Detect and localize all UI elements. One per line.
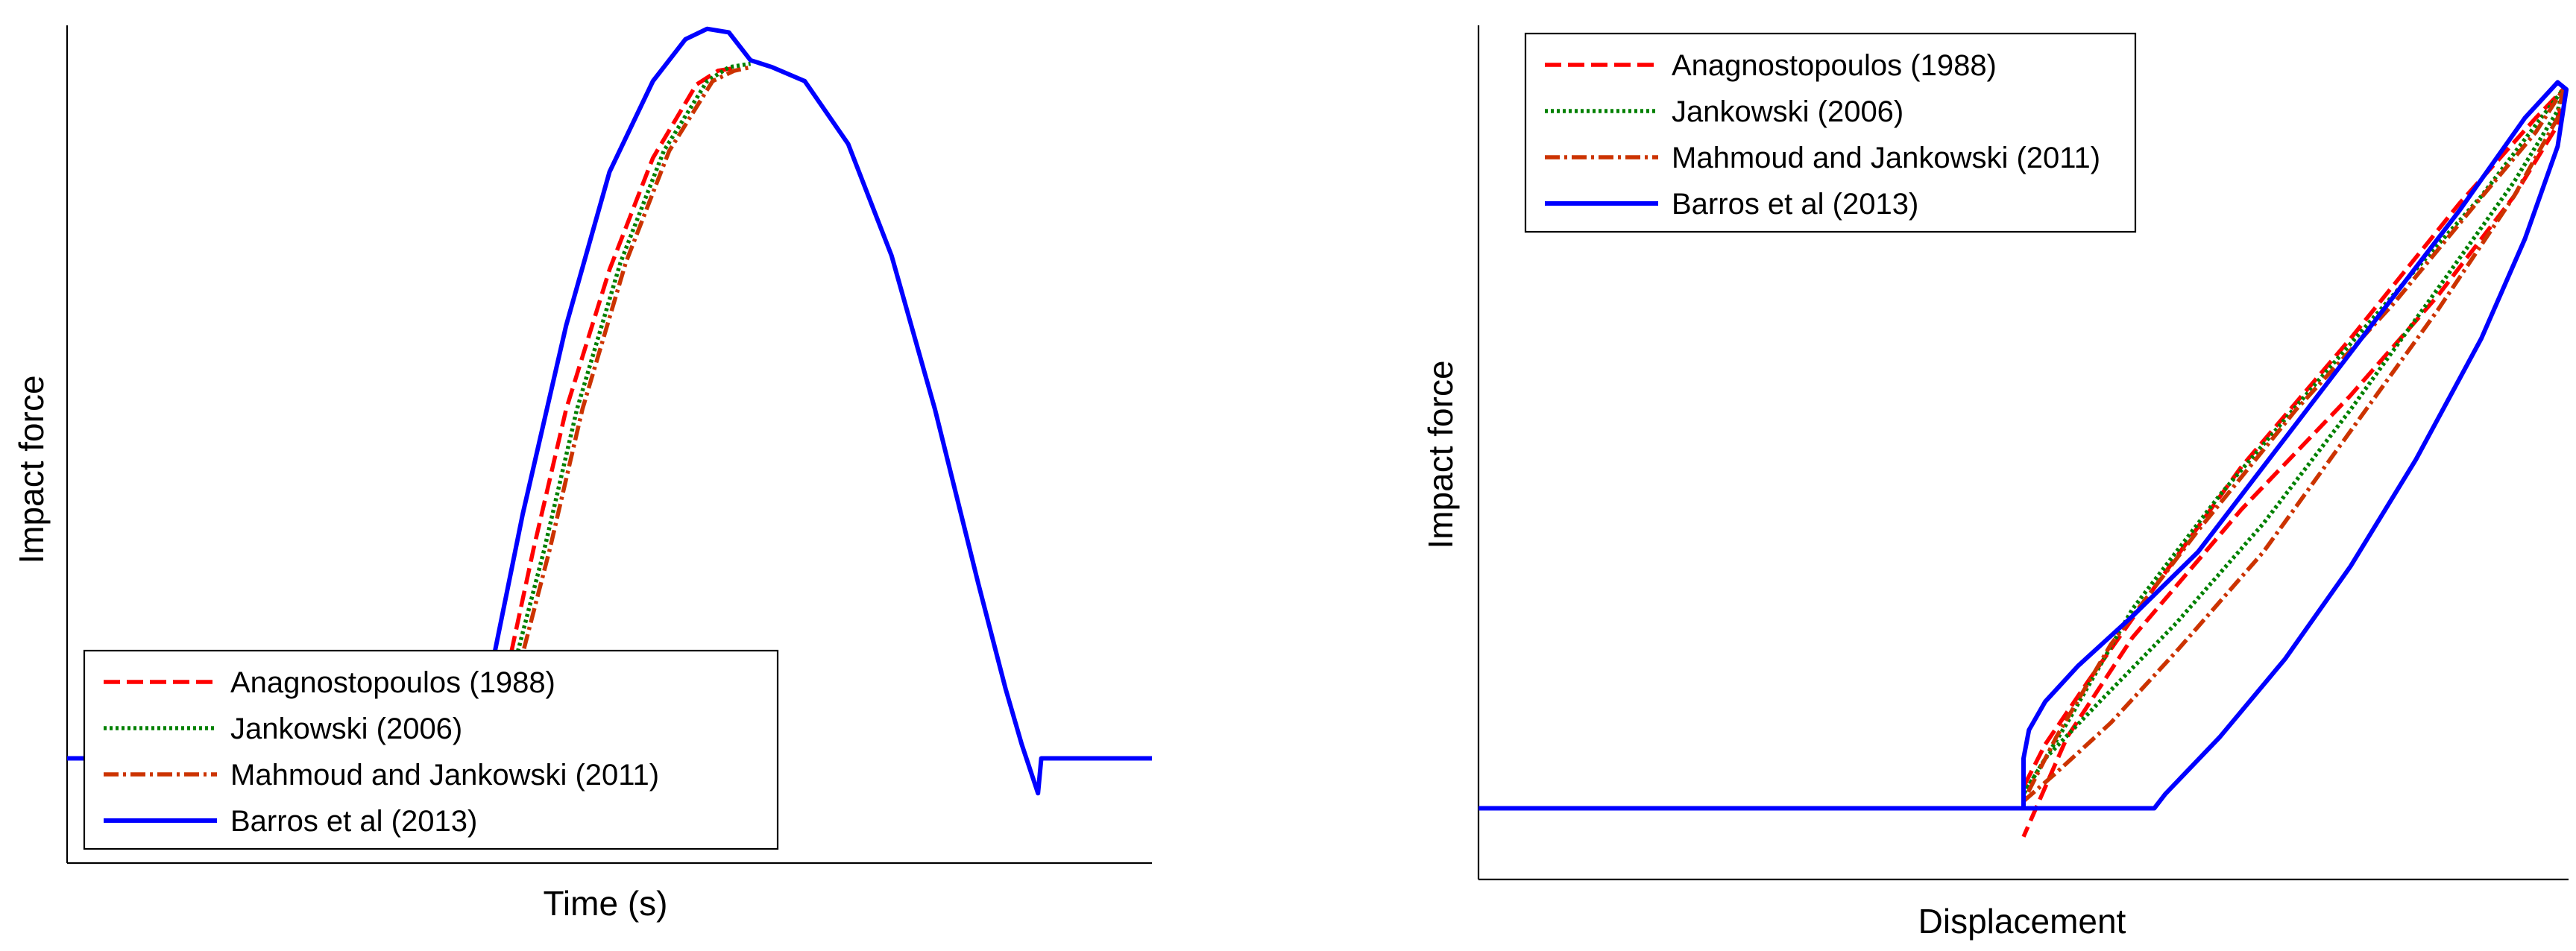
legend-label-0-0: Anagnostopoulos (1988) bbox=[230, 666, 555, 699]
legend-label-1-2: Mahmoud and Jankowski (2011) bbox=[1672, 142, 2100, 174]
chart-right: Displacement Impact force Anagnostopoulo… bbox=[1421, 25, 2569, 941]
legend-label-1-3: Barros et al (2013) bbox=[1672, 188, 1918, 221]
right-y-axis-label: Impact force bbox=[1421, 360, 1460, 549]
right-x-axis-label: Displacement bbox=[1918, 902, 2126, 941]
legend-label-0-2: Mahmoud and Jankowski (2011) bbox=[230, 759, 659, 792]
series-line-1-1 bbox=[2021, 87, 2566, 795]
series-line-1-0 bbox=[2021, 87, 2566, 838]
series-line-1-3 bbox=[1478, 80, 2569, 811]
legend-label-0-1: Jankowski (2006) bbox=[230, 713, 462, 745]
left-x-axis-label: Time (s) bbox=[544, 884, 668, 923]
right-legend: Anagnostopoulos (1988) Jankowski (2006) Ma… bbox=[1524, 32, 2137, 233]
series-line-0-1 bbox=[509, 61, 752, 675]
left-legend: Anagnostopoulos (1988) Jankowski (2006) Ma… bbox=[83, 649, 779, 850]
series-line-1-2 bbox=[2021, 87, 2566, 803]
series-line-0-0 bbox=[504, 65, 740, 675]
right-plot-area bbox=[1478, 80, 2569, 838]
left-y-axis-label: Impact force bbox=[12, 375, 51, 563]
chart-left: Time (s) Impact force Anagnostopoulos (1… bbox=[12, 25, 1152, 923]
legend-label-1-0: Anagnostopoulos (1988) bbox=[1672, 49, 1997, 82]
series-line-0-2 bbox=[515, 65, 752, 675]
legend-label-0-3: Barros et al (2013) bbox=[230, 805, 477, 838]
legend-label-1-1: Jankowski (2006) bbox=[1672, 95, 1903, 128]
series-line-0-3 bbox=[67, 26, 1152, 796]
left-plot-area bbox=[67, 26, 1152, 796]
